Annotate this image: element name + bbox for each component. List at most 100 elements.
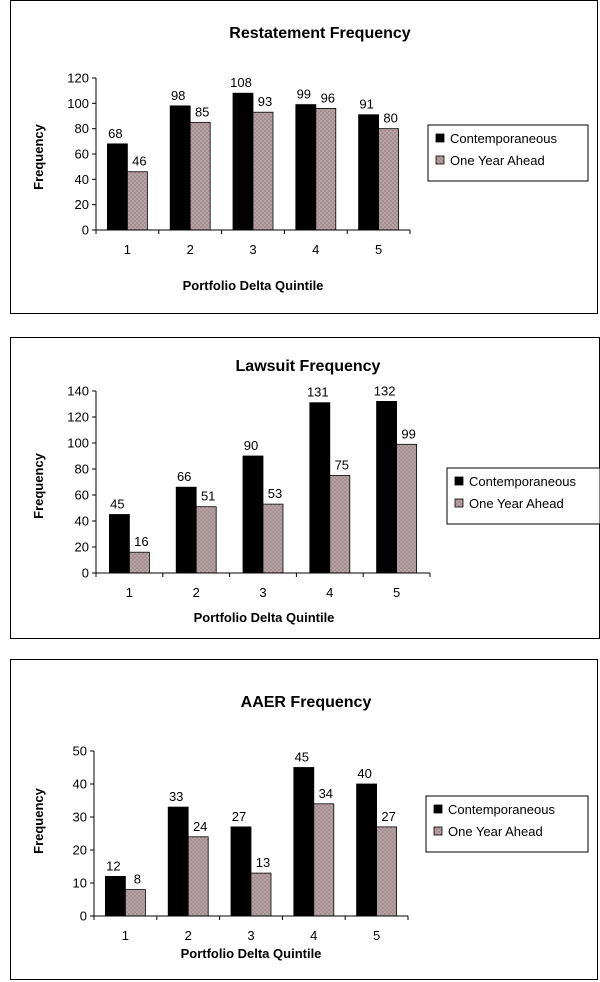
bar-contemporaneous (295, 104, 317, 231)
chart-title: AAER Frequency (241, 694, 372, 711)
lawsuit-chart: Lawsuit Frequency Frequency Portfolio De… (10, 337, 600, 639)
bar-one-year-ahead (329, 475, 351, 574)
data-label: 53 (268, 486, 282, 501)
y-tick-label: 120 (67, 71, 89, 86)
y-tick-label: 40 (75, 514, 89, 529)
y-tick-label: 50 (73, 744, 87, 759)
data-label: 85 (195, 104, 209, 119)
aaer-chart: AAER Frequency Frequency Portfolio Delta… (10, 659, 598, 980)
data-label: 75 (335, 458, 349, 473)
bar-contemporaneous (232, 92, 254, 231)
bar-contemporaneous (109, 514, 130, 574)
legend-swatch (433, 804, 443, 814)
data-label: 91 (359, 97, 373, 112)
y-tick-label: 30 (73, 810, 87, 825)
x-tick-label: 4 (326, 585, 333, 600)
data-label: 33 (169, 789, 183, 804)
data-label: 80 (383, 111, 397, 126)
legend-swatch (433, 826, 443, 836)
x-tick-label: 1 (126, 585, 133, 600)
bar-one-year-ahead (378, 128, 400, 231)
data-label: 93 (258, 94, 272, 109)
legend-box (425, 795, 589, 853)
x-tick-label: 2 (193, 585, 200, 600)
data-label: 16 (134, 534, 148, 549)
x-tick-label: 1 (124, 242, 131, 257)
bar-contemporaneous (230, 826, 252, 917)
x-tick-label: 2 (185, 928, 192, 943)
data-label: 90 (244, 438, 258, 453)
y-tick-label: 120 (67, 410, 89, 425)
data-label: 132 (374, 383, 396, 398)
bar-one-year-ahead (129, 551, 150, 574)
lawsuit-chart-panel: Lawsuit Frequency Frequency Portfolio De… (10, 337, 600, 639)
y-axis-title: Frequency (31, 452, 46, 519)
y-tick-label: 100 (67, 436, 89, 451)
x-tick-label: 2 (187, 242, 194, 257)
x-tick-label: 1 (122, 928, 129, 943)
legend-swatch (435, 155, 445, 165)
y-tick-label: 0 (80, 909, 87, 924)
x-tick-label: 3 (249, 242, 256, 257)
bar-one-year-ahead (315, 108, 337, 231)
y-tick-label: 80 (75, 121, 89, 136)
y-tick-label: 20 (75, 197, 89, 212)
x-tick-label: 3 (247, 928, 254, 943)
y-tick-label: 20 (75, 540, 89, 555)
data-label: 68 (108, 126, 122, 141)
restatement-chart: Restatement Frequency Frequency Portfoli… (10, 0, 598, 314)
bar-one-year-ahead (252, 111, 274, 231)
data-label: 8 (134, 872, 141, 887)
data-label: 108 (230, 75, 252, 90)
x-tick-label: 5 (375, 242, 382, 257)
data-label: 99 (401, 426, 415, 441)
chart-title: Restatement Frequency (229, 25, 410, 42)
bar-one-year-ahead (396, 443, 418, 574)
y-tick-label: 40 (73, 777, 87, 792)
x-tick-label: 3 (259, 585, 266, 600)
bar-one-year-ahead (127, 171, 148, 231)
x-tick-label: 4 (310, 928, 317, 943)
legend-label: Contemporaneous (448, 802, 555, 817)
y-axis-title: Frequency (31, 123, 46, 190)
y-tick-label: 0 (82, 566, 89, 581)
bar-one-year-ahead (376, 826, 398, 917)
bar-one-year-ahead (262, 503, 284, 574)
data-label: 13 (256, 855, 270, 870)
y-tick-label: 40 (75, 172, 89, 187)
legend-swatch (454, 498, 464, 508)
data-label: 99 (297, 87, 311, 102)
data-label: 98 (171, 88, 185, 103)
y-tick-label: 100 (67, 96, 89, 111)
legend-box (427, 124, 589, 182)
legend-label: Contemporaneous (469, 474, 576, 489)
data-label: 40 (357, 766, 371, 781)
x-axis-title: Portfolio Delta Quintile (183, 278, 324, 293)
data-label: 12 (106, 858, 120, 873)
y-tick-label: 20 (73, 843, 87, 858)
y-tick-label: 80 (75, 462, 89, 477)
y-tick-label: 60 (75, 488, 89, 503)
bar-contemporaneous (242, 455, 264, 574)
legend-label: One Year Ahead (469, 496, 564, 511)
data-label: 34 (319, 786, 333, 801)
bar-contemporaneous (309, 402, 331, 574)
bar-contemporaneous (175, 486, 197, 574)
x-tick-label: 5 (393, 585, 400, 600)
bar-one-year-ahead (250, 872, 272, 917)
bar-one-year-ahead (125, 889, 146, 917)
bar-contemporaneous (167, 806, 189, 917)
y-tick-label: 60 (75, 147, 89, 162)
data-label: 24 (193, 819, 207, 834)
x-axis-title: Portfolio Delta Quintile (194, 610, 335, 625)
y-axis-title: Frequency (31, 787, 46, 854)
y-tick-label: 10 (73, 876, 87, 891)
data-label: 27 (232, 809, 246, 824)
bar-one-year-ahead (313, 803, 335, 917)
bar-one-year-ahead (189, 121, 211, 231)
legend-swatch (435, 133, 445, 143)
legend-label: One Year Ahead (448, 824, 543, 839)
bar-contemporaneous (107, 143, 128, 231)
bar-contemporaneous (293, 767, 315, 917)
data-label: 96 (321, 90, 335, 105)
